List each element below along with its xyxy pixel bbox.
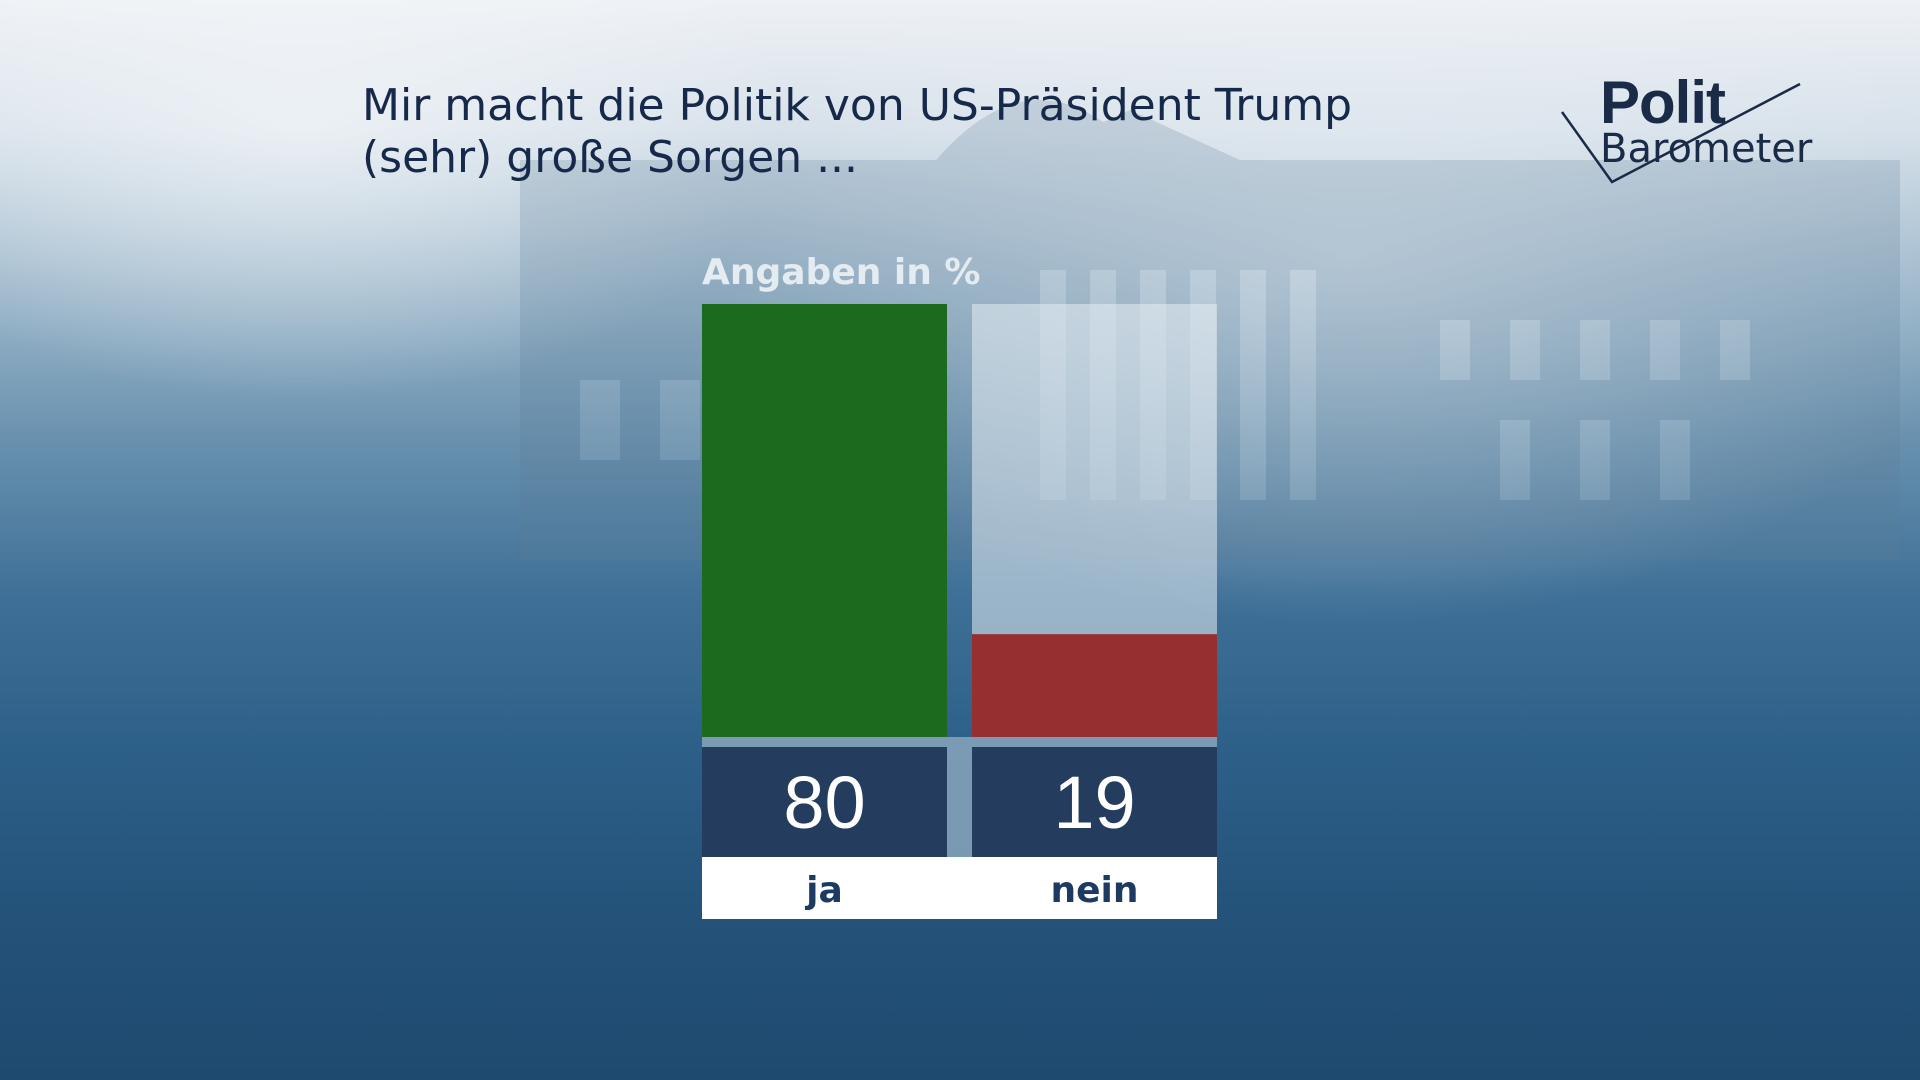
chart-title-line-1: Mir macht die Politik von US-Präsident T…	[362, 80, 1352, 131]
value-label-ja: 80	[783, 761, 865, 844]
value-box-nein	[972, 747, 1217, 857]
category-box-nein	[972, 857, 1217, 919]
logo-word-barometer: Barometer	[1600, 126, 1813, 172]
category-label-ja: ja	[804, 870, 843, 911]
bar-nein	[972, 634, 1217, 737]
category-box-ja	[702, 857, 947, 919]
logo-word-polit: Polit	[1600, 69, 1726, 136]
category-label-nein: nein	[1050, 870, 1138, 911]
category-box-gap	[947, 857, 972, 919]
unit-label: Angaben in %	[702, 252, 981, 293]
chart-title: Mir macht die Politik von US-Präsident T…	[362, 80, 1482, 184]
value-box-ja	[702, 747, 947, 857]
chart-title-line-2: (sehr) große Sorgen ...	[362, 132, 859, 183]
value-label-nein: 19	[1053, 761, 1135, 844]
politbarometer-logo: Polit Barometer	[1560, 68, 1813, 188]
bar-ja	[702, 304, 947, 737]
checkmark-icon	[1560, 82, 1801, 184]
